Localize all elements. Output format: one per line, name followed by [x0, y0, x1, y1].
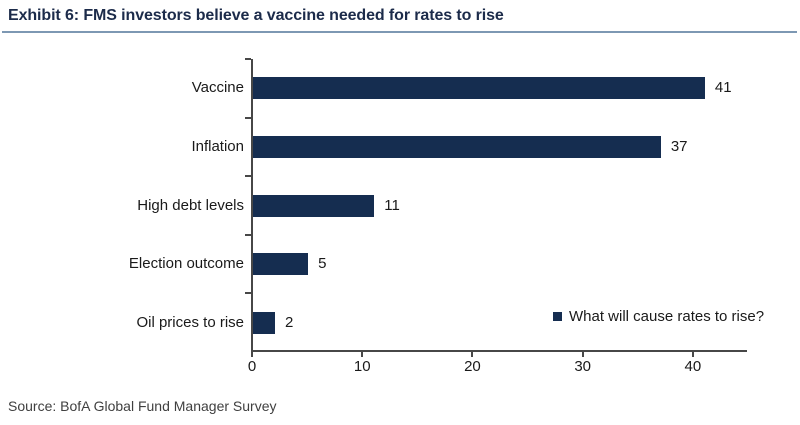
x-axis-tick-label: 30	[574, 358, 591, 375]
plot-area: 41 37 11 5 2	[251, 59, 747, 352]
y-axis-tick	[245, 292, 251, 295]
bar-value-label: 5	[318, 255, 327, 273]
category-label: Vaccine	[191, 79, 244, 97]
category-label: Inflation	[191, 137, 244, 155]
bar	[253, 253, 309, 276]
x-axis-tick	[581, 352, 584, 357]
category-label: Election outcome	[128, 255, 244, 273]
category-label: Oil prices to rise	[136, 313, 244, 331]
legend-label: What will cause rates to rise?	[569, 308, 765, 325]
title-rule	[2, 31, 797, 33]
exhibit-title: Exhibit 6: FMS investors believe a vacci…	[8, 7, 504, 24]
x-axis-tick	[471, 352, 474, 357]
bar	[253, 135, 661, 158]
x-axis-tick	[251, 352, 253, 357]
x-axis-tick-label: 20	[464, 358, 481, 375]
bar-value-label: 11	[384, 196, 400, 214]
bar-value-label: 2	[285, 313, 294, 331]
bar	[253, 77, 705, 100]
y-axis-tick	[245, 116, 251, 119]
legend: What will cause rates to rise?	[553, 308, 764, 325]
x-axis-tick	[691, 352, 694, 357]
bar-value-label: 37	[670, 137, 688, 155]
bar-value-label: 41	[714, 79, 732, 97]
category-label: High debt levels	[137, 196, 244, 214]
x-axis-tick-label: 10	[353, 358, 371, 375]
bar	[253, 311, 276, 334]
x-axis-tick-label: 0	[247, 358, 257, 375]
y-axis-tick	[245, 233, 251, 236]
y-axis-tick	[245, 175, 251, 178]
x-axis-tick-label: 40	[684, 358, 702, 375]
bar	[253, 194, 375, 217]
legend-swatch-icon	[553, 312, 562, 321]
source-note: Source: BofA Global Fund Manager Survey	[8, 398, 277, 414]
x-axis-tick	[361, 352, 364, 357]
y-axis-tick	[245, 58, 251, 60]
